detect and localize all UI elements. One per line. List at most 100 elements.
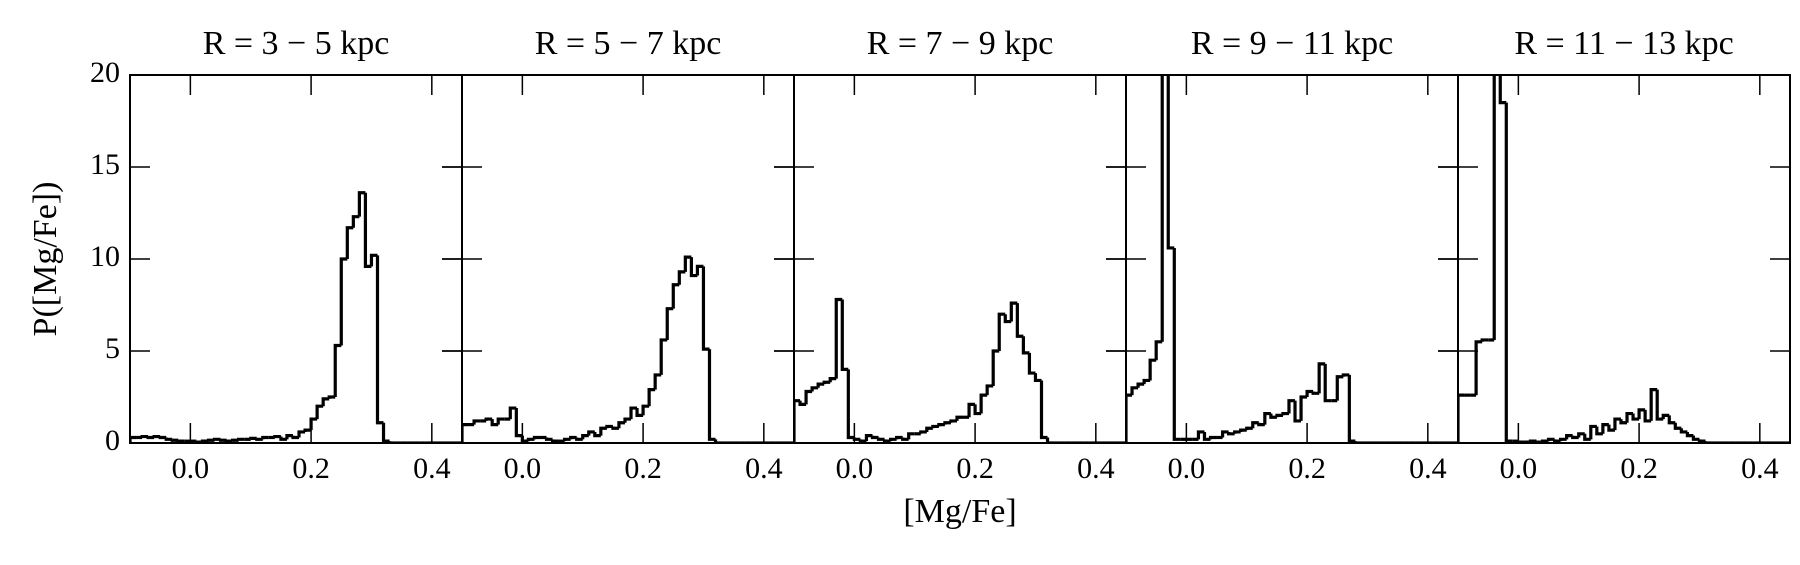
x-tick-label: 0.4: [745, 452, 783, 485]
histogram-step: [888, 437, 897, 442]
histogram-step: [973, 404, 982, 416]
panel: [462, 255, 794, 443]
histogram-step: [206, 438, 215, 442]
histogram-step: [484, 417, 493, 421]
histogram-step: [695, 264, 704, 276]
histogram-step: [683, 255, 692, 272]
histogram-step: [834, 297, 843, 379]
histogram-step: [1257, 422, 1265, 427]
histogram-step: [363, 192, 372, 268]
histogram-step: [931, 424, 939, 429]
histogram-step: [1251, 421, 1259, 429]
histogram-step: [1220, 430, 1229, 438]
histogram-step: [544, 437, 553, 441]
histogram-step: [804, 389, 813, 405]
histogram-step: [1208, 435, 1217, 440]
histogram-step: [701, 266, 710, 351]
histogram-step: [375, 255, 384, 425]
histogram-step: [490, 419, 499, 427]
histogram-step: [514, 408, 523, 438]
histogram-step: [1498, 75, 1507, 105]
histogram-step: [496, 417, 505, 425]
histogram-step: [1601, 423, 1609, 434]
histogram-step: [563, 437, 571, 442]
histogram-step: [285, 434, 293, 440]
histogram-step: [1136, 382, 1145, 388]
histogram-step: [876, 437, 885, 441]
panel: [130, 191, 462, 443]
histogram-step: [689, 257, 698, 278]
histogram-step: [164, 437, 173, 441]
histogram-step: [870, 435, 879, 440]
histogram-step: [152, 434, 161, 439]
histogram-step: [1021, 336, 1030, 355]
panel-title: R = 9 − 11 kpc: [1191, 25, 1393, 62]
histogram-step: [200, 439, 209, 443]
histogram-step: [1239, 428, 1247, 432]
histogram-step: [1148, 358, 1157, 381]
histogram-step: [1202, 431, 1211, 441]
histogram-step: [1625, 411, 1634, 423]
histogram-step: [1458, 393, 1465, 443]
histogram-step: [943, 421, 951, 425]
axes-frame: [129, 74, 463, 444]
histogram-step: [907, 432, 915, 440]
histogram-step: [1607, 424, 1615, 432]
histogram-step: [1546, 437, 1555, 442]
x-tick-label: 0.0: [1168, 452, 1206, 485]
histogram-step: [593, 431, 601, 438]
x-tick-label: 0.0: [504, 452, 542, 485]
x-tick-label: 0.2: [956, 452, 994, 485]
histogram-step: [140, 434, 149, 439]
histogram-step: [1269, 413, 1277, 419]
x-tick-label: 0.4: [1741, 452, 1779, 485]
histogram-step: [653, 373, 662, 390]
histogram-step: [569, 435, 577, 440]
histogram-step: [1142, 378, 1151, 385]
histogram-step: [1655, 389, 1664, 421]
histogram-step: [1528, 439, 1537, 443]
histogram-step: [575, 437, 583, 441]
histogram-step: [1039, 380, 1048, 440]
histogram-step: [858, 439, 867, 443]
histogram-step: [1299, 395, 1308, 421]
histogram-step: [472, 419, 481, 425]
x-tick-label: 0.4: [1077, 452, 1115, 485]
histogram-step: [816, 382, 825, 388]
histogram-step: [1275, 413, 1283, 418]
histogram-step: [794, 399, 801, 443]
histogram-step: [1673, 422, 1682, 430]
panel: [1458, 75, 1790, 443]
histogram-step: [1565, 434, 1573, 440]
histogram-step: [508, 406, 517, 420]
histogram-step: [1577, 432, 1585, 438]
histogram-step: [1305, 389, 1314, 397]
histogram-step: [1341, 373, 1350, 377]
histogram-step: [158, 435, 167, 440]
histogram-step: [1679, 428, 1688, 434]
histogram-step: [1287, 399, 1296, 414]
panel-title: R = 11 − 13 kpc: [1514, 25, 1733, 62]
histogram-step: [1172, 247, 1181, 441]
histogram-step: [1281, 411, 1289, 416]
histogram-step: [635, 408, 644, 417]
histogram-step: [1697, 439, 1706, 443]
histogram-step: [1474, 340, 1483, 396]
histogram-step: [979, 393, 988, 414]
histogram-step: [1311, 391, 1320, 395]
histogram-step: [1492, 75, 1496, 340]
histogram-step: [840, 299, 849, 371]
x-tick-label: 0.4: [413, 452, 451, 485]
x-tick-label: 0.4: [1409, 452, 1447, 485]
histogram-step: [218, 438, 227, 442]
y-tick-label: 10: [90, 240, 120, 273]
histogram-step: [895, 435, 903, 440]
x-axis-label: [Mg/Fe]: [903, 493, 1016, 530]
histogram-step: [901, 437, 909, 441]
histogram-step: [665, 307, 674, 340]
histogram-step: [599, 426, 607, 436]
histogram-step: [1227, 431, 1235, 436]
histogram-step: [212, 437, 221, 441]
